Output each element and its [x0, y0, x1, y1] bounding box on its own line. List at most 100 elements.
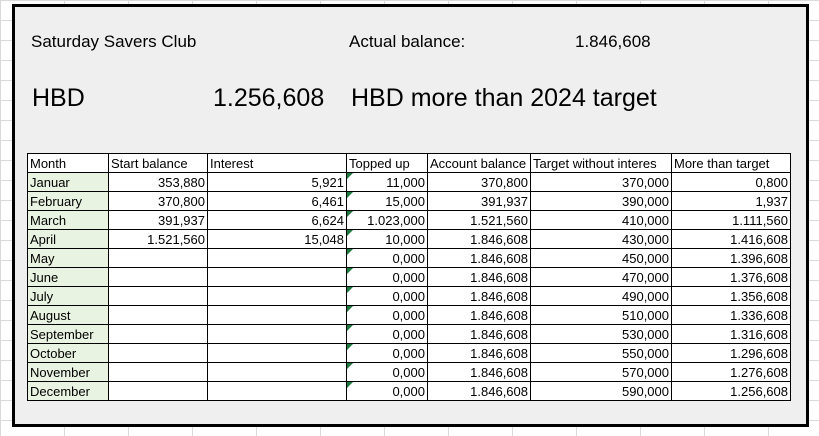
more-than-target-cell[interactable]: 1.276,608	[671, 362, 791, 382]
start-balance-cell[interactable]	[108, 343, 208, 363]
table-row: Januar 353,880 5,921 11,000 370,800 370,000 0,…	[27, 172, 791, 192]
start-balance-cell[interactable]: 370,800	[108, 191, 208, 211]
target-cell[interactable]: 370,000	[530, 172, 672, 192]
more-than-target-cell[interactable]: 1.356,608	[671, 286, 791, 306]
interest-cell[interactable]	[207, 286, 347, 306]
hbd-surplus-note[interactable]: HBD more than 2024 target	[351, 84, 657, 112]
start-balance-cell[interactable]: 1.521,560	[108, 229, 208, 249]
target-cell[interactable]: 470,000	[530, 267, 672, 287]
interest-cell[interactable]	[207, 381, 347, 401]
target-cell[interactable]: 530,000	[530, 324, 672, 344]
month-cell[interactable]: February	[27, 191, 109, 211]
start-balance-cell[interactable]	[108, 324, 208, 344]
column-header-account-balance[interactable]: Account balance	[427, 153, 531, 173]
column-header-start-balance[interactable]: Start balance	[108, 153, 208, 173]
month-cell[interactable]: December	[27, 381, 109, 401]
table-row: November 0,000 1.846,608 570,000 1.276,608	[27, 362, 791, 382]
account-balance-cell[interactable]: 1.846,608	[427, 229, 531, 249]
actual-balance-label[interactable]: Actual balance:	[349, 32, 466, 51]
topped-up-cell[interactable]: 15,000	[346, 191, 428, 211]
target-cell[interactable]: 490,000	[530, 286, 672, 306]
more-than-target-cell[interactable]: 1.316,608	[671, 324, 791, 344]
start-balance-cell[interactable]: 353,880	[108, 172, 208, 192]
more-than-target-cell[interactable]: 1.416,608	[671, 229, 791, 249]
account-balance-cell[interactable]: 1.846,608	[427, 305, 531, 325]
account-balance-cell[interactable]: 1.846,608	[427, 381, 531, 401]
account-balance-cell[interactable]: 1.521,560	[427, 210, 531, 230]
account-balance-cell[interactable]: 1.846,608	[427, 324, 531, 344]
topped-up-cell[interactable]: 0,000	[346, 286, 428, 306]
target-cell[interactable]: 550,000	[530, 343, 672, 363]
month-cell[interactable]: September	[27, 324, 109, 344]
column-header-month[interactable]: Month	[27, 153, 109, 173]
start-balance-cell[interactable]	[108, 248, 208, 268]
month-cell[interactable]: November	[27, 362, 109, 382]
target-cell[interactable]: 590,000	[530, 381, 672, 401]
column-header-topped-up[interactable]: Topped up	[346, 153, 428, 173]
month-cell[interactable]: Januar	[27, 172, 109, 192]
month-cell[interactable]: May	[27, 248, 109, 268]
target-cell[interactable]: 410,000	[530, 210, 672, 230]
table-row: March 391,937 6,624 1.023,000 1.521,560 410,0…	[27, 210, 791, 230]
more-than-target-cell[interactable]: 1,937	[671, 191, 791, 211]
more-than-target-cell[interactable]: 1.376,608	[671, 267, 791, 287]
more-than-target-cell[interactable]: 1.396,608	[671, 248, 791, 268]
month-cell[interactable]: March	[27, 210, 109, 230]
month-cell[interactable]: April	[27, 229, 109, 249]
interest-cell[interactable]	[207, 343, 347, 363]
interest-cell[interactable]: 15,048	[207, 229, 347, 249]
topped-up-cell[interactable]: 0,000	[346, 267, 428, 287]
interest-cell[interactable]: 5,921	[207, 172, 347, 192]
column-header-more-than-target[interactable]: More than target	[671, 153, 791, 173]
start-balance-cell[interactable]: 391,937	[108, 210, 208, 230]
account-balance-cell[interactable]: 370,800	[427, 172, 531, 192]
topped-up-cell[interactable]: 0,000	[346, 248, 428, 268]
more-than-target-cell[interactable]: 1.111,560	[671, 210, 791, 230]
interest-cell[interactable]: 6,624	[207, 210, 347, 230]
target-cell[interactable]: 430,000	[530, 229, 672, 249]
start-balance-cell[interactable]	[108, 381, 208, 401]
more-than-target-cell[interactable]: 1.256,608	[671, 381, 791, 401]
target-cell[interactable]: 510,000	[530, 305, 672, 325]
column-header-target[interactable]: Target without interes	[530, 153, 672, 173]
interest-cell[interactable]	[207, 248, 347, 268]
hbd-surplus-value[interactable]: 1.256,608	[213, 84, 325, 112]
account-balance-cell[interactable]: 1.846,608	[427, 362, 531, 382]
target-cell[interactable]: 390,000	[530, 191, 672, 211]
topped-up-cell[interactable]: 0,000	[346, 343, 428, 363]
account-balance-cell[interactable]: 1.846,608	[427, 286, 531, 306]
hbd-label[interactable]: HBD	[32, 84, 85, 112]
column-header-interest[interactable]: Interest	[207, 153, 347, 173]
topped-up-cell[interactable]: 0,000	[346, 381, 428, 401]
club-title[interactable]: Saturday Savers Club	[31, 32, 197, 51]
more-than-target-cell[interactable]: 1.336,608	[671, 305, 791, 325]
interest-cell[interactable]	[207, 267, 347, 287]
start-balance-cell[interactable]	[108, 267, 208, 287]
start-balance-cell[interactable]	[108, 362, 208, 382]
account-balance-cell[interactable]: 1.846,608	[427, 248, 531, 268]
account-balance-cell[interactable]: 1.846,608	[427, 343, 531, 363]
start-balance-cell[interactable]	[108, 286, 208, 306]
topped-up-cell[interactable]: 0,000	[346, 362, 428, 382]
interest-cell[interactable]: 6,461	[207, 191, 347, 211]
target-cell[interactable]: 450,000	[530, 248, 672, 268]
month-cell[interactable]: August	[27, 305, 109, 325]
interest-cell[interactable]	[207, 324, 347, 344]
topped-up-cell[interactable]: 1.023,000	[346, 210, 428, 230]
interest-cell[interactable]	[207, 305, 347, 325]
month-cell[interactable]: July	[27, 286, 109, 306]
topped-up-cell[interactable]: 0,000	[346, 324, 428, 344]
start-balance-cell[interactable]	[108, 305, 208, 325]
month-cell[interactable]: June	[27, 267, 109, 287]
interest-cell[interactable]	[207, 362, 347, 382]
topped-up-cell[interactable]: 0,000	[346, 305, 428, 325]
topped-up-cell[interactable]: 10,000	[346, 229, 428, 249]
account-balance-cell[interactable]: 1.846,608	[427, 267, 531, 287]
actual-balance-value[interactable]: 1.846,608	[575, 32, 651, 51]
more-than-target-cell[interactable]: 1.296,608	[671, 343, 791, 363]
topped-up-cell[interactable]: 11,000	[346, 172, 428, 192]
month-cell[interactable]: October	[27, 343, 109, 363]
more-than-target-cell[interactable]: 0,800	[671, 172, 791, 192]
target-cell[interactable]: 570,000	[530, 362, 672, 382]
account-balance-cell[interactable]: 391,937	[427, 191, 531, 211]
